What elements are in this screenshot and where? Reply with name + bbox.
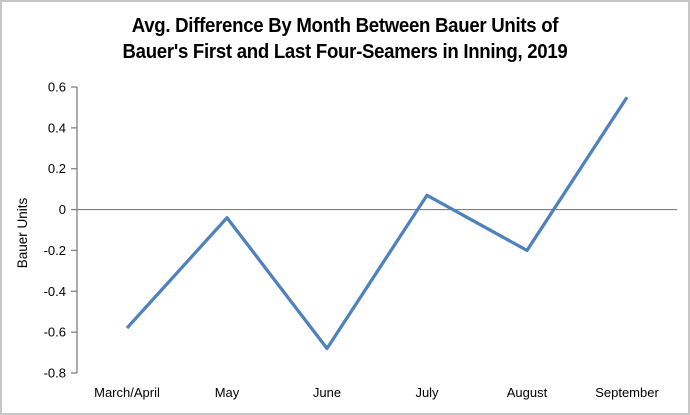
chart-title-line-1: Avg. Difference By Month Between Bauer U… [131,15,559,37]
chart-title: Avg. Difference By Month Between Bauer U… [26,13,664,65]
y-tick-label: 0.6 [48,80,66,95]
y-tick-label: -0.4 [44,284,66,299]
y-tick-label: -0.6 [44,325,66,340]
y-tick-label: -0.2 [44,243,66,258]
x-axis-label: July [415,385,439,400]
y-tick-label: 0.2 [48,161,66,176]
x-axis-label: March/April [94,385,160,400]
x-axis-label: May [215,385,240,400]
x-axis-label: August [507,385,548,400]
y-tick-label: 0.4 [48,120,66,135]
x-axis-label: September [595,385,659,400]
y-axis-title: Bauer Units [15,197,30,268]
y-tick-label: -0.8 [44,366,66,381]
y-tick-label: 0 [59,202,66,217]
chart-title-line-2: Bauer's First and Last Four-Seamers in I… [122,41,568,63]
x-axis-label: June [313,385,341,400]
data-series-line [125,96,629,351]
